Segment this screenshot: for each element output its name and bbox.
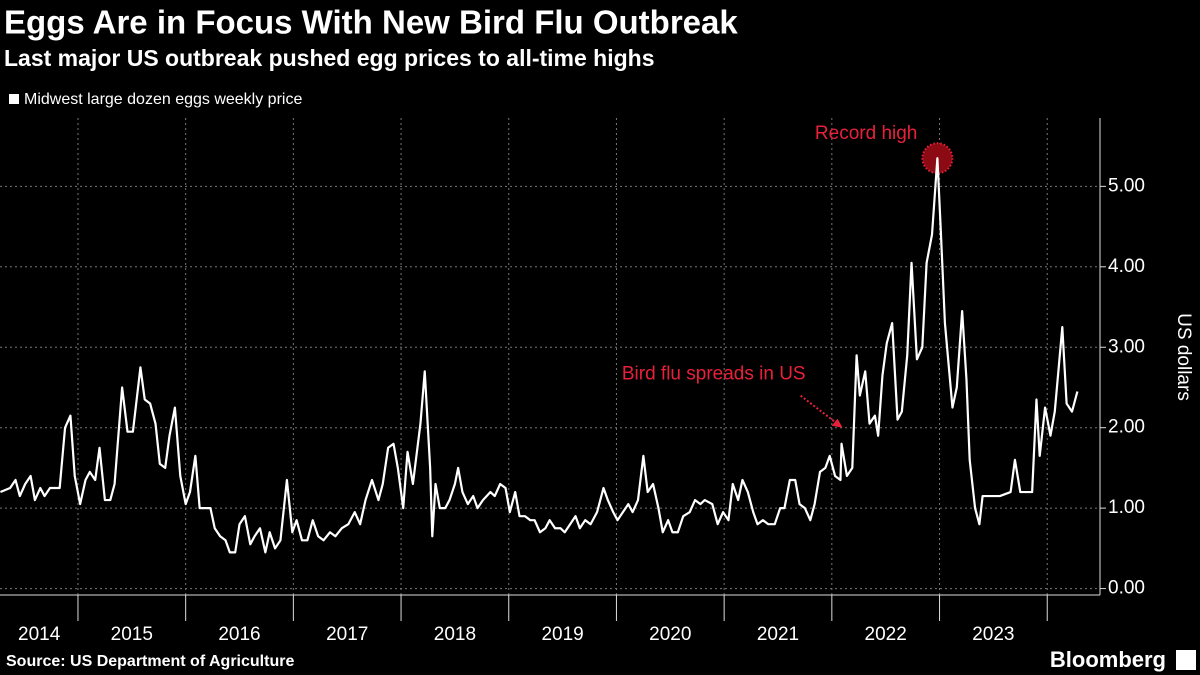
x-tick-label: 2022 [865,624,907,645]
x-tick-label: 2016 [218,624,260,645]
arrow-head [831,418,843,428]
x-tick-label: 2014 [18,624,61,645]
chart-title: Eggs Are in Focus With New Bird Flu Outb… [4,4,738,41]
source: Source: US Department of Agriculture [6,653,294,670]
x-tick-label: 2020 [649,624,691,645]
annotation: Record high [815,123,917,144]
series-line [0,157,1079,554]
x-tick-label: 2019 [541,624,583,645]
y-tick-label: 0.00 [1108,578,1145,599]
x-tick-label: 2015 [111,624,153,645]
y-tick-label: 3.00 [1108,336,1145,357]
y-tick-label: 5.00 [1108,175,1145,196]
chart-subtitle: Last major US outbreak pushed egg prices… [4,45,655,71]
branding: Bloomberg [1050,647,1166,672]
y-tick-label: 2.00 [1108,417,1145,438]
annotation: Bird flu spreads in US [622,364,806,385]
annotation-arrow [800,394,840,426]
legend-swatch [9,94,19,104]
y-tick-label: 4.00 [1108,256,1145,277]
x-tick-label: 2023 [972,624,1014,645]
legend-label: Midwest large dozen eggs weekly price [24,91,302,108]
x-tick-label: 2017 [326,624,368,645]
x-tick-label: 2018 [434,624,476,645]
logo-box [1176,650,1196,670]
y-axis-label: US dollars [1173,313,1194,401]
y-tick-label: 1.00 [1108,497,1145,518]
x-tick-label: 2021 [757,624,799,645]
